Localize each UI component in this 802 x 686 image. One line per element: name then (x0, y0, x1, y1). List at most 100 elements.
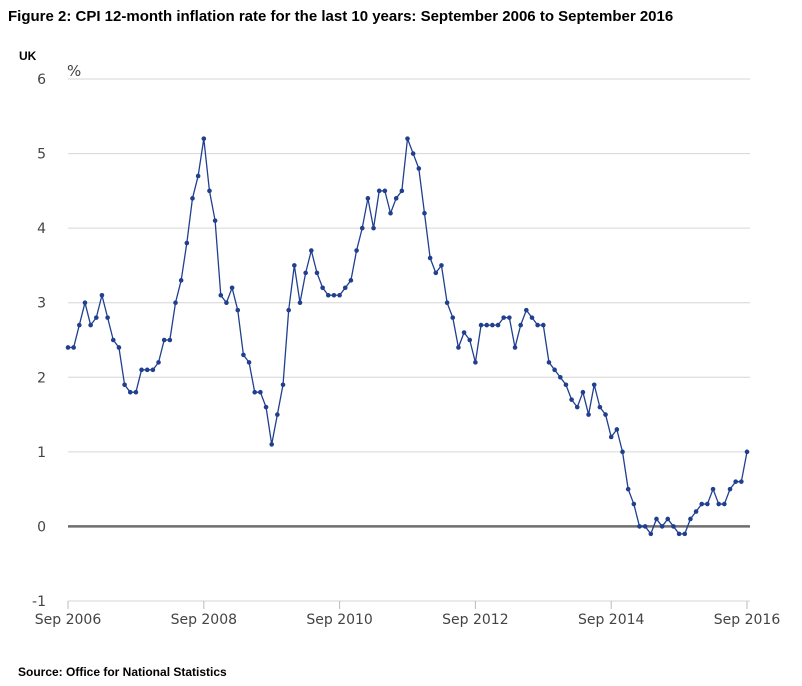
data-point (574, 404, 580, 410)
data-point (269, 442, 275, 447)
data-point (178, 278, 184, 283)
data-point (275, 412, 280, 417)
data-point (699, 501, 705, 507)
data-point (739, 479, 744, 484)
data-point (331, 292, 337, 298)
series-cpi (65, 136, 750, 537)
data-point (608, 434, 614, 440)
data-point (439, 263, 444, 268)
data-point (727, 486, 733, 492)
data-point (654, 516, 659, 522)
data-point (286, 307, 291, 313)
data-point (744, 449, 750, 455)
y-tick-label: 5 (37, 147, 46, 163)
region-label: UK (19, 49, 37, 63)
y-tick-label: 0 (37, 519, 46, 535)
data-point (410, 151, 416, 156)
data-point (77, 322, 82, 328)
x-tick-label: Sep 2008 (171, 612, 237, 628)
series-line (68, 138, 748, 535)
data-point (659, 524, 665, 529)
data-point (705, 501, 710, 507)
data-point (133, 389, 139, 395)
data-point (433, 270, 439, 276)
data-point (161, 337, 167, 343)
data-point (229, 285, 235, 291)
data-point (218, 292, 224, 298)
data-point (518, 322, 523, 328)
data-point (563, 382, 569, 388)
data-point (614, 427, 620, 432)
data-point (546, 360, 552, 365)
data-point (105, 315, 110, 320)
data-point (393, 196, 399, 201)
data-point (535, 322, 540, 328)
data-point (473, 360, 478, 365)
data-point (557, 374, 563, 380)
data-point (212, 218, 218, 223)
data-point (501, 315, 506, 320)
data-point (416, 166, 422, 171)
data-point (88, 322, 93, 328)
y-tick-label: -1 (32, 594, 46, 610)
data-point (342, 285, 348, 291)
x-tick-label: Sep 2016 (714, 612, 781, 628)
data-point (71, 345, 76, 350)
data-point (580, 389, 586, 395)
data-point (365, 196, 371, 201)
data-point (603, 412, 608, 417)
data-point (82, 300, 88, 306)
y-tick-label: 1 (37, 445, 46, 461)
x-tick-label: Sep 2006 (35, 612, 102, 628)
data-point (371, 225, 376, 231)
data-point (591, 382, 597, 388)
x-tick-label: Sep 2012 (442, 612, 508, 628)
data-point (116, 345, 122, 350)
data-point (490, 322, 495, 328)
y-axis-unit-label: % (67, 62, 81, 80)
data-point (710, 486, 716, 492)
data-point (303, 270, 308, 276)
data-point (586, 412, 591, 417)
data-point (150, 367, 156, 373)
data-point (688, 516, 693, 522)
data-point (495, 322, 501, 328)
data-point (512, 345, 518, 350)
data-point (167, 337, 173, 343)
data-point (597, 404, 603, 410)
data-point (337, 292, 342, 298)
data-point (190, 196, 195, 201)
data-point (625, 486, 631, 492)
y-tick-label: 6 (37, 72, 46, 88)
data-point (144, 367, 150, 373)
data-point (422, 210, 427, 216)
data-point (309, 248, 314, 253)
data-point (354, 248, 359, 253)
data-point (399, 188, 405, 194)
data-point (348, 278, 354, 283)
y-tick-label: 2 (37, 370, 46, 386)
data-point (450, 315, 456, 320)
data-point (224, 300, 229, 306)
data-point (620, 449, 625, 455)
data-point (93, 315, 99, 320)
data-point (444, 300, 450, 306)
data-point (682, 531, 688, 537)
data-point (173, 300, 178, 306)
data-point (637, 524, 642, 529)
x-tick-label: Sep 2014 (578, 612, 645, 628)
y-axis-ticks: -1 0 1 2 3 4 5 6 (32, 72, 46, 610)
data-point (631, 501, 637, 507)
chart-title: Figure 2: CPI 12-month inflation rate fo… (8, 8, 674, 25)
data-point (184, 240, 190, 246)
data-point (676, 531, 682, 537)
data-point (665, 516, 671, 522)
data-point (65, 345, 71, 350)
y-tick-label: 4 (37, 221, 46, 237)
data-point (405, 136, 410, 141)
data-point (388, 210, 393, 216)
x-tick-label: Sep 2010 (306, 612, 372, 628)
data-point (314, 270, 320, 276)
data-point (127, 389, 133, 395)
